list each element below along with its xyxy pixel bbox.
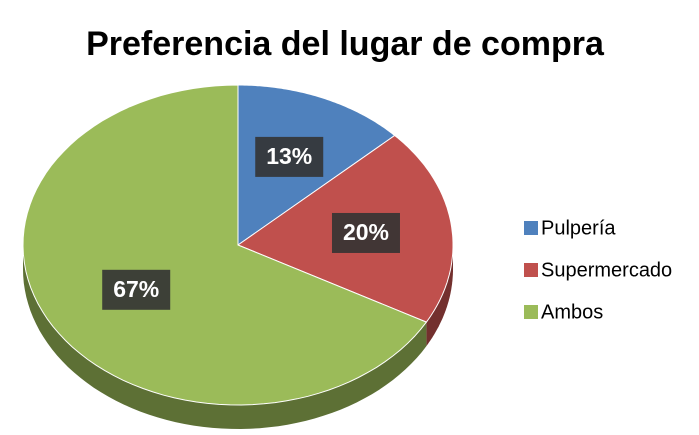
legend-swatch (524, 221, 538, 235)
legend-label: Pulpería (541, 217, 616, 239)
data-label-box (255, 136, 324, 177)
data-label: 67% (113, 276, 159, 302)
legend-label: Supermercado (541, 259, 672, 281)
data-label-box (102, 269, 171, 310)
data-label-box (331, 212, 400, 253)
legend-swatch (524, 263, 538, 277)
data-label: 13% (266, 143, 312, 169)
chart-title: Preferencia del lugar de compra (86, 25, 605, 63)
slice-side (23, 245, 427, 429)
slice-side (426, 245, 453, 347)
data-label: 20% (343, 219, 389, 245)
legend-swatch (524, 305, 538, 319)
slice (22, 84, 428, 406)
legend-label: Ambos (541, 301, 603, 323)
